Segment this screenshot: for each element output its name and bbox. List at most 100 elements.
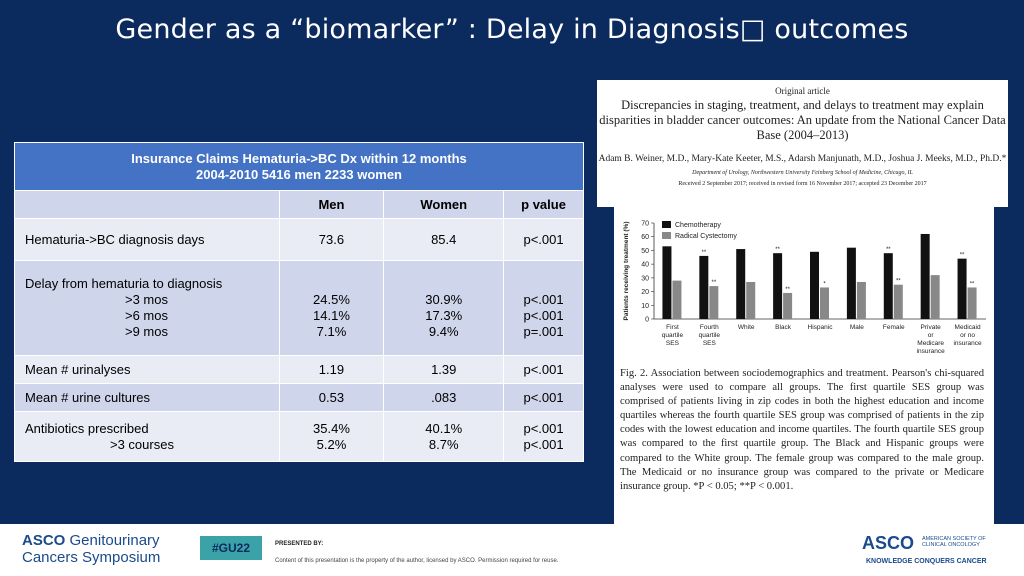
- x-tick-label: First: [666, 324, 679, 331]
- y-tick-label: 20: [641, 289, 649, 296]
- significance-label: **: [886, 247, 891, 253]
- treatment-bar-chart: 0 10 20 30 40 50 60 70 Patients receiving treatm…: [623, 221, 986, 355]
- bar: [746, 281, 756, 319]
- y-tick-label: 10: [641, 303, 649, 310]
- table-row: Delay from hematuria to diagnosis >3 mos…: [14, 260, 584, 356]
- row-label-main: Delay from hematuria to diagnosis: [25, 276, 223, 291]
- significance-label: **: [711, 280, 716, 286]
- slide: Gender as a “biomarker” : Delay in Diagn…: [14, 14, 1008, 524]
- article-header: Original article Discrepancies in stagin…: [597, 80, 1008, 207]
- bar: [930, 275, 940, 319]
- x-tick-label: Fourth: [700, 324, 719, 331]
- significance-label: **: [896, 279, 901, 285]
- article-kicker: Original article: [775, 86, 830, 96]
- y-tick-label: 40: [641, 262, 649, 269]
- men-value: 1.19: [278, 355, 385, 384]
- society-line2: CLINICAL ONCOLOGY: [922, 542, 980, 548]
- women-value: 40.1%: [425, 420, 463, 436]
- men-values: 35.4% 5.2%: [278, 411, 385, 462]
- y-tick-label: 70: [641, 221, 649, 228]
- brand-asco: ASCO: [22, 532, 66, 549]
- women-value: 9.4%: [428, 324, 459, 339]
- content-note: Content of this presentation is the prop…: [275, 558, 559, 564]
- men-value: 24.5%: [313, 292, 350, 307]
- table-header-line1: Insurance Claims Hematuria->BC Dx within…: [131, 150, 467, 166]
- symposium-logo: ASCO Genitourinary Cancers Symposium: [22, 532, 160, 566]
- x-tick-label: insurance: [953, 340, 982, 347]
- men-value: 0.53: [278, 383, 385, 412]
- bar: [883, 253, 893, 319]
- bar: [820, 287, 829, 319]
- p-value: p<.001: [523, 436, 564, 452]
- y-axis-label: Patients receiving treatment (%): [623, 222, 630, 321]
- x-tick-label: Male: [850, 324, 864, 331]
- x-tick-label: or no: [960, 332, 975, 339]
- figure-caption: Fig. 2. Association between sociodemogra…: [620, 368, 984, 492]
- men-value: 5.2%: [316, 436, 347, 452]
- figure-panel: 0 10 20 30 40 50 60 70 Patients receiving treatm…: [614, 207, 994, 524]
- asco-logo: ASCO: [862, 533, 915, 553]
- article-title: Discrepancies in staging, treatment, and…: [599, 98, 1006, 142]
- x-tick-label: Private: [921, 324, 942, 331]
- bar: [672, 280, 682, 319]
- p-value: p<.001: [523, 292, 564, 307]
- men-value: 7.1%: [316, 324, 347, 339]
- table-header-line2: 2004-2010 5416 men 2233 women: [196, 166, 402, 182]
- women-value: .083: [383, 383, 505, 412]
- bar: [736, 249, 746, 319]
- x-tick-label: Black: [775, 324, 792, 331]
- brand-line2: Cancers Symposium: [22, 549, 161, 566]
- asco-tagline: KNOWLEDGE CONQUERS CANCER: [866, 558, 987, 565]
- x-tick-label: Medicare: [917, 340, 944, 347]
- bar: [810, 251, 819, 319]
- col-header-women: Women: [383, 190, 505, 219]
- x-tick-label: Female: [883, 324, 905, 331]
- bar: [920, 233, 930, 319]
- significance-label: **: [775, 247, 780, 253]
- bar: [893, 284, 903, 319]
- row-sublabel: >6 mos: [125, 308, 168, 323]
- col-header-men: Men: [278, 190, 385, 219]
- y-tick-label: 50: [641, 248, 649, 255]
- significance-label: **: [960, 253, 965, 259]
- p-value: p<.001: [523, 308, 564, 323]
- bar: [783, 292, 793, 319]
- bar: [846, 247, 856, 319]
- row-label: Mean # urinalyses: [14, 355, 280, 384]
- article-department: Department of Urology, Northwestern Univ…: [692, 170, 913, 176]
- p-value: p<.001: [523, 420, 564, 436]
- row-sublabel: >3 mos: [125, 292, 168, 307]
- hashtag-badge: #GU22: [200, 536, 262, 560]
- row-label-main: Antibiotics prescribed: [25, 420, 149, 436]
- table-header: Insurance Claims Hematuria->BC Dx within…: [14, 142, 584, 191]
- bar: [662, 246, 672, 319]
- row-sublabel: >9 mos: [125, 324, 168, 339]
- row-label: Delay from hematuria to diagnosis >3 mos…: [14, 260, 280, 356]
- y-tick-label: 30: [641, 275, 649, 282]
- legend-swatch: [662, 221, 671, 228]
- p-value: p<.001: [503, 355, 584, 384]
- society-name: AMERICAN SOCIETY OF CLINICAL ONCOLOGY: [922, 536, 986, 548]
- bar: [773, 253, 783, 319]
- bar: [856, 281, 866, 319]
- p-values: p<.001 p<.001 p=.001: [503, 260, 584, 356]
- x-tick-label: White: [738, 324, 755, 331]
- y-tick-label: 60: [641, 234, 649, 241]
- row-label: Mean # urine cultures: [14, 383, 280, 412]
- col-header-blank: [14, 190, 280, 219]
- men-value: 73.6: [278, 218, 385, 261]
- significance-label: **: [785, 287, 790, 293]
- x-tick-label: or: [928, 332, 935, 339]
- x-tick-label: SES: [666, 340, 680, 347]
- legend-swatch: [662, 232, 671, 239]
- y-tick-label: 0: [645, 317, 649, 324]
- p-value: p<.001: [503, 218, 584, 261]
- significance-label: *: [823, 281, 826, 287]
- col-header-p: p value: [503, 190, 584, 219]
- bar: [699, 255, 709, 319]
- slide-title: Gender as a “biomarker” : Delay in Diagn…: [115, 14, 909, 45]
- women-value: 17.3%: [425, 308, 463, 323]
- article-authors: Adam B. Weiner, M.D., Mary-Kate Keeter, …: [598, 154, 1007, 164]
- article-received: Received 2 September 2017; received in r…: [678, 181, 927, 187]
- brand-genitourinary: Genitourinary: [65, 532, 160, 549]
